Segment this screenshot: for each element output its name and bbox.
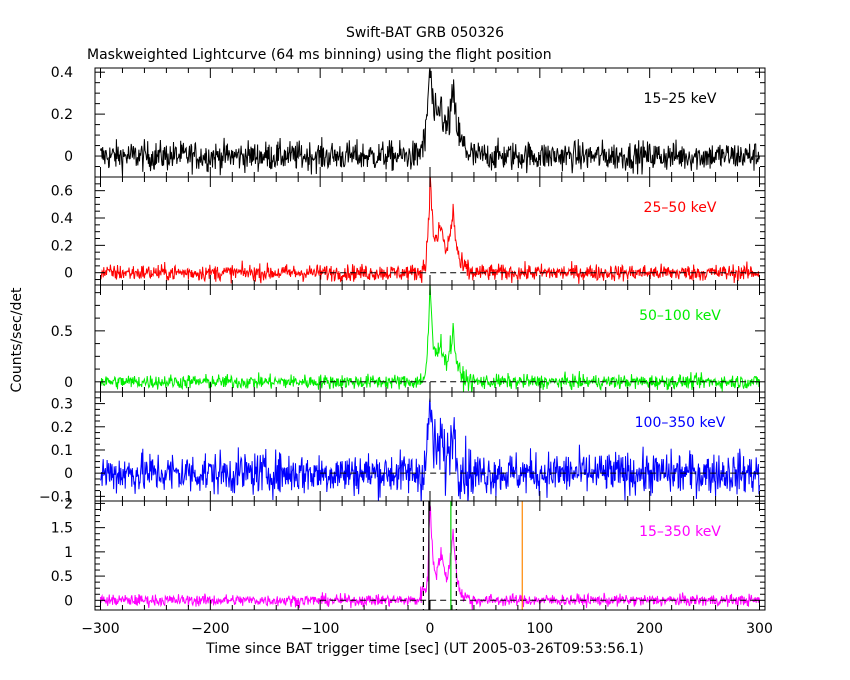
panel-5: 0 0.5 1 1.5 2 15–350 keV [51,496,766,611]
y-tick-label: 0 [64,375,73,391]
y-tick-label: 0.2 [51,107,73,123]
band-label: 15–25 keV [644,91,717,107]
lightcurve-series [100,177,760,284]
y-tick-label: 2 [64,496,73,512]
x-tick-label: 200 [636,621,663,637]
y-tick-label: 0.5 [51,324,73,340]
lightcurve-series [100,397,760,501]
y-tick-label: 0.4 [51,65,73,81]
x-tick-label: 100 [526,621,553,637]
y-tick-label: 0.4 [51,211,73,227]
y-tick-label: 0 [64,149,73,165]
y-tick-label: −0.1 [39,489,73,505]
y-tick-label: 0.6 [51,184,73,200]
y-tick-label: 0.5 [51,569,73,585]
band-label: 100–350 keV [635,415,726,431]
lightcurve-series [100,504,760,610]
x-tick-label: 300 [746,621,773,637]
panel-4: −0.1 0 0.1 0.2 0.3 100–350 keV [39,391,766,505]
x-tick-label: −100 [301,621,339,637]
panel-2: 0 0.2 0.4 0.6 25–50 keV [51,176,766,286]
lightcurve-series [100,285,760,392]
y-tick-label: 0.1 [51,443,73,459]
y-tick-label: 0 [64,466,73,482]
panel-1: 0 0.2 0.4 15–25 keV [51,65,766,178]
band-label: 15–350 keV [639,524,721,540]
y-tick-label: 0.2 [51,420,73,436]
figure-subtitle: Maskweighted Lightcurve (64 ms binning) … [87,47,552,63]
x-tick-label: −200 [191,621,229,637]
y-tick-label: 1 [64,545,73,561]
plot-area: 0 0.2 0.4 15–25 keV 0 0.2 0.4 0.6 25–50 keV 0 0.5 5… [39,65,773,637]
x-axis-label: Time since BAT trigger time [sec] (UT 20… [205,641,644,657]
y-tick-label: 0 [64,593,73,609]
figure-title: Swift-BAT GRB 050326 [346,25,504,41]
x-tick-label: 0 [426,621,435,637]
x-tick-label: −300 [81,621,119,637]
panel-3: 0 0.5 50–100 keV [51,284,766,393]
y-axis-label: Counts/sec/det [9,287,25,392]
band-label: 50–100 keV [639,308,721,324]
y-tick-label: 0.2 [51,238,73,254]
y-tick-label: 0 [64,266,73,282]
lightcurve-series [100,68,760,176]
y-tick-label: 1.5 [51,521,73,537]
y-tick-label: 0.3 [51,397,73,413]
band-label: 25–50 keV [644,200,717,216]
